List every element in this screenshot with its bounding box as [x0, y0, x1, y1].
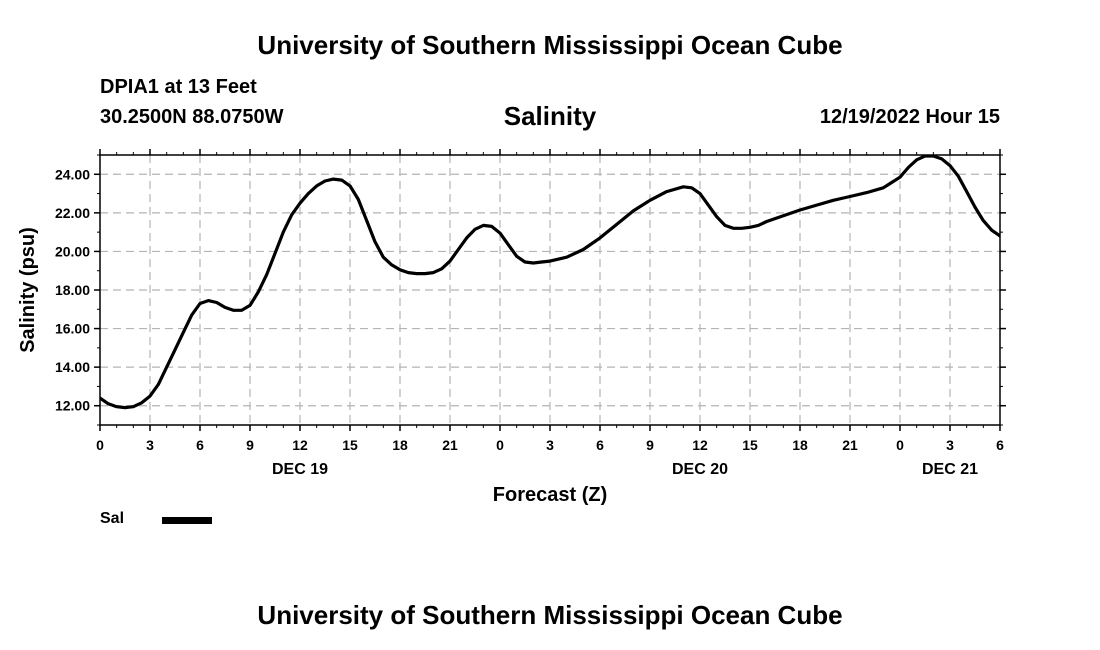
x-tick-label: 12: [292, 437, 308, 453]
x-axis-title: Forecast (Z): [493, 484, 607, 506]
date-label: DEC 19: [272, 461, 328, 478]
main-title: University of Southern Mississippi Ocean…: [257, 30, 843, 60]
y-tick-label: 16.00: [55, 321, 90, 337]
timestamp-label: 12/19/2022 Hour 15: [819, 106, 1000, 128]
x-tick-label: 12: [692, 437, 708, 453]
x-tick-label: 9: [646, 437, 654, 453]
y-tick-label: 20.00: [55, 243, 90, 259]
x-tick-label: 3: [946, 437, 954, 453]
y-tick-label: 14.00: [55, 359, 90, 375]
x-tick-label: 18: [392, 437, 408, 453]
x-tick-label: 9: [246, 437, 254, 453]
x-tick-label: 15: [742, 437, 758, 453]
x-tick-label: 18: [792, 437, 808, 453]
x-tick-label: 6: [596, 437, 604, 453]
y-tick-label: 18.00: [55, 282, 90, 298]
x-tick-label: 0: [896, 437, 904, 453]
x-tick-label: 15: [342, 437, 358, 453]
date-label: DEC 21: [922, 461, 978, 478]
x-tick-label: 0: [496, 437, 504, 453]
y-tick-label: 12.00: [55, 398, 90, 414]
y-tick-label: 22.00: [55, 205, 90, 221]
legend-label: Sal: [100, 510, 125, 527]
plot-frame: [99, 154, 1001, 426]
x-tick-label: 6: [196, 437, 204, 453]
x-tick-label: 0: [96, 437, 104, 453]
coordinates-label: 30.2500N 88.0750W: [100, 106, 284, 128]
footer-title: University of Southern Mississippi Ocean…: [257, 600, 843, 630]
legend-swatch: [162, 517, 212, 524]
x-tick-label: 3: [146, 437, 154, 453]
x-tick-label: 6: [996, 437, 1004, 453]
y-tick-label: 24.00: [55, 166, 90, 182]
y-axis-title: Salinity (psu): [17, 227, 39, 353]
date-label: DEC 20: [672, 461, 728, 478]
chart-title: Salinity: [503, 101, 597, 131]
station-label: DPIA1 at 13 Feet: [100, 76, 257, 98]
x-tick-label: 21: [842, 437, 858, 453]
series-line-sal: [100, 155, 1000, 410]
x-tick-label: 21: [442, 437, 458, 453]
x-tick-label: 3: [546, 437, 554, 453]
